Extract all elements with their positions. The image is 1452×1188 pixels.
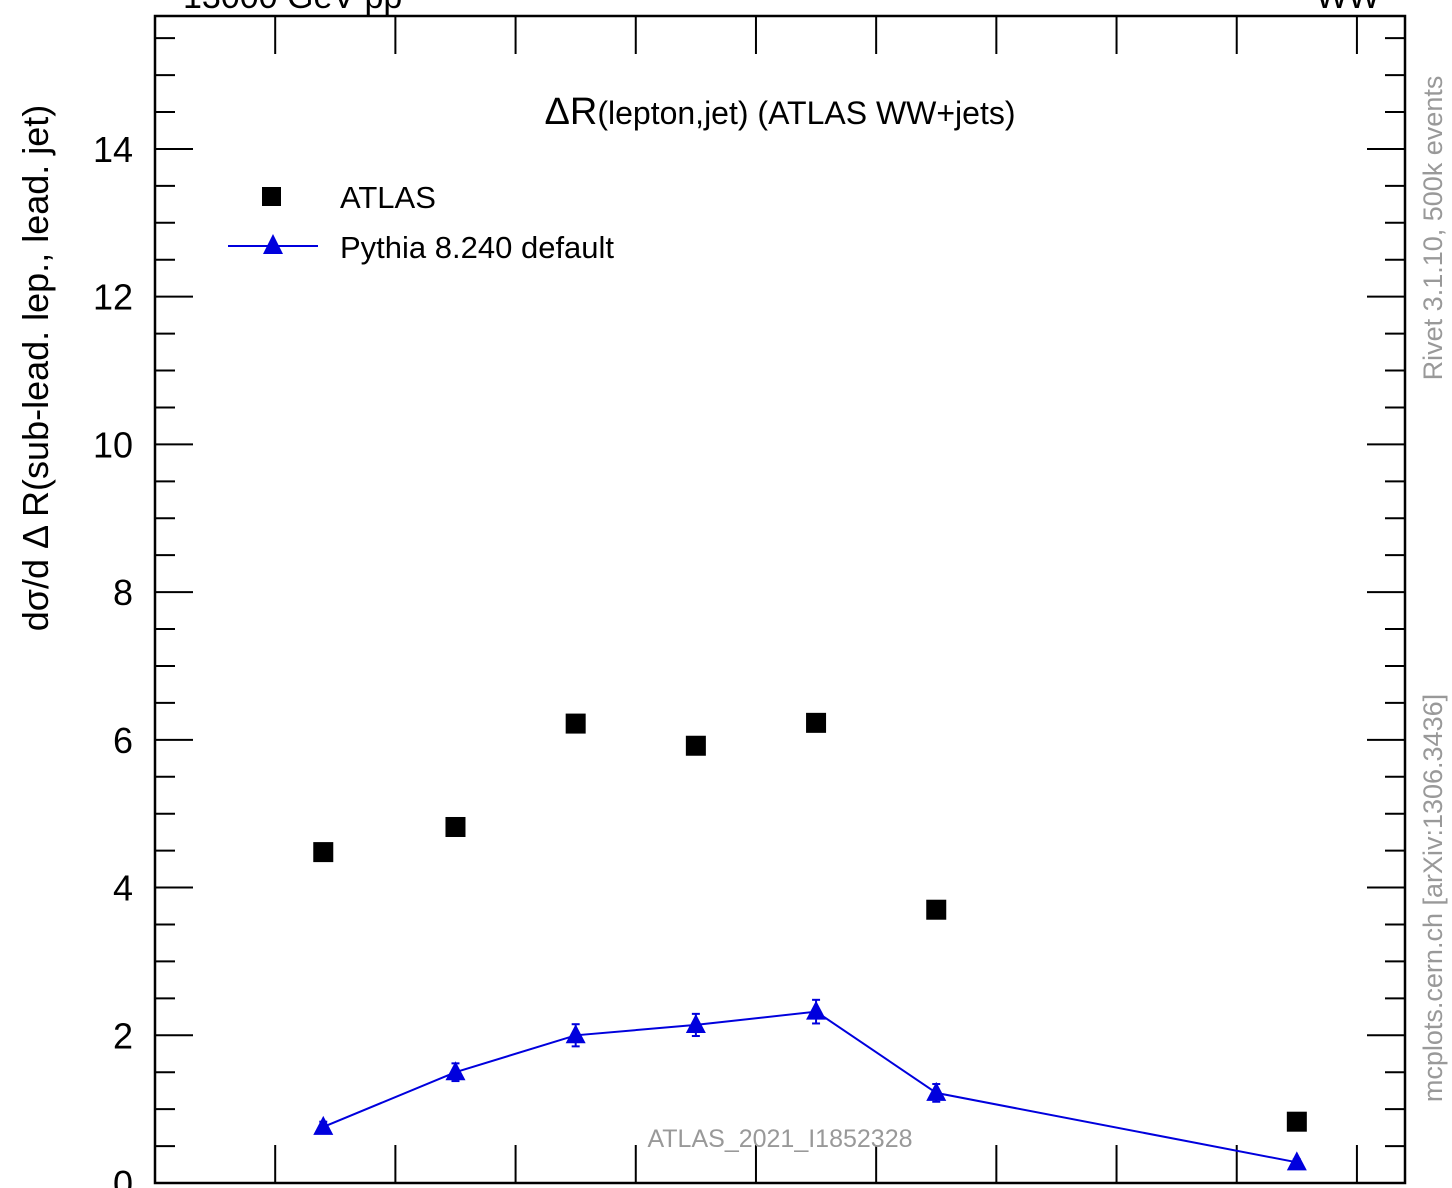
atlas-point — [313, 842, 334, 863]
chart-title: ΔR(lepton,jet) (ATLAS WW+jets) — [545, 91, 1016, 133]
pythia-point — [445, 1061, 466, 1081]
pythia-point — [806, 1000, 827, 1020]
y-tick-label: 10 — [93, 424, 133, 465]
pythia-point — [313, 1115, 334, 1135]
pythia-point — [926, 1081, 947, 1101]
series-pythia — [313, 998, 1307, 1171]
header-left: 13000 GeV pp — [183, 0, 402, 16]
atlas-point — [445, 816, 466, 837]
y-tick-label: 6 — [113, 720, 133, 761]
legend-atlas-label: ATLAS — [340, 180, 436, 215]
pythia-point — [565, 1024, 586, 1044]
series-atlas — [313, 712, 1307, 1132]
legend-atlas-marker — [262, 187, 281, 206]
legend-pythia-label: Pythia 8.240 default — [340, 230, 614, 265]
y-tick-label: 4 — [113, 868, 133, 909]
y-tick-label: 12 — [93, 277, 133, 318]
y-axis-label: dσ/d Δ R(sub-lead. lep., lead. jet) — [15, 105, 56, 632]
y-tick-label: 0 — [113, 1163, 133, 1188]
y-tick-label: 14 — [93, 129, 133, 170]
atlas-point — [565, 713, 586, 734]
atlas-point — [1286, 1111, 1307, 1132]
y-tick-label: 8 — [113, 572, 133, 613]
legend: ATLAS Pythia 8.240 default — [228, 180, 614, 265]
y-tick-labels: 0 2 4 6 8 10 12 14 — [93, 129, 133, 1188]
legend-pythia-marker — [263, 234, 283, 254]
pythia-point — [1286, 1151, 1307, 1171]
rivet-version-text: Rivet 3.1.10, 500k events — [1418, 76, 1448, 381]
atlas-point — [806, 712, 827, 733]
chart-title-rest: (lepton,jet) (ATLAS WW+jets) — [597, 95, 1015, 131]
atlas-point — [926, 899, 947, 920]
pythia-point — [685, 1013, 706, 1033]
plot-frame — [153, 14, 1407, 1185]
y-tick-label: 2 — [113, 1015, 133, 1056]
watermark-analysis: ATLAS_2021_I1852328 — [647, 1125, 912, 1153]
mcplots-credit-text: mcplots.cern.ch [arXiv:1306.3436] — [1418, 694, 1448, 1102]
atlas-point — [685, 735, 706, 756]
axis-ticks — [155, 16, 1405, 1184]
chart-title-symbol: ΔR — [545, 91, 598, 133]
header-right: WW — [1316, 0, 1380, 16]
